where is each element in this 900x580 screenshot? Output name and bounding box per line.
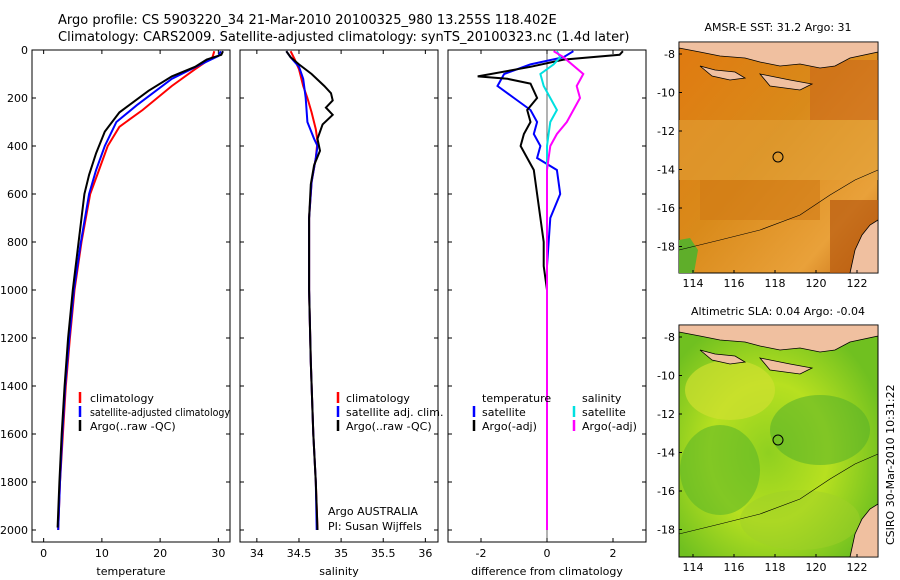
csiro-credit: CSIRO 30-Mar-2010 10:31:22 bbox=[884, 384, 897, 545]
sla-ytick-label: -8 bbox=[664, 331, 675, 344]
sla-map-title: Altimetric SLA: 0.04 Argo: -0.04 bbox=[691, 305, 865, 318]
sla-ytick-label: -12 bbox=[657, 408, 675, 421]
sla-australia bbox=[849, 503, 879, 558]
sal-legend-satellite: satellite adj. clim. bbox=[346, 406, 443, 419]
sal-legend-climatology: climatology bbox=[346, 392, 410, 405]
salinity-legend: climatology satellite adj. clim. Argo(..… bbox=[328, 392, 443, 533]
argo-australia-note: Argo AUSTRALIA bbox=[328, 505, 418, 518]
sal-series-argo-raw-qc- bbox=[285, 50, 335, 531]
diff-xtick-label: 0 bbox=[544, 547, 551, 560]
temp-xtick-label: 10 bbox=[95, 547, 109, 560]
sla-ytick-label: -16 bbox=[657, 485, 675, 498]
sla-shelf-contour bbox=[678, 453, 879, 535]
temperature-xlabel: temperature bbox=[96, 565, 165, 578]
temperature-plot: 0 10 20 30 0 200 400 600 800 1000 1200 1400 1600 1800… bbox=[0, 44, 230, 560]
diff-legend-temp-argo: Argo(-adj) bbox=[482, 420, 537, 433]
temp-legend-argo: Argo(..raw -QC) bbox=[90, 420, 176, 433]
sst-xtick-label: 122 bbox=[847, 277, 868, 290]
sst-xtick-label: 116 bbox=[724, 277, 745, 290]
depth-tick-label: 1800 bbox=[0, 476, 28, 489]
sal-xtick-label: 34.5 bbox=[287, 547, 312, 560]
diff-legend-temperature-header: temperature bbox=[482, 392, 551, 405]
temp-legend-satellite: satellite-adjusted climatology bbox=[90, 406, 230, 419]
sla-coastline-north bbox=[678, 324, 879, 375]
sla-xtick-label: 116 bbox=[724, 561, 745, 574]
sst-ytick-label: -14 bbox=[657, 164, 675, 177]
depth-tick-label: 0 bbox=[21, 44, 28, 57]
depth-tick-label: 2000 bbox=[0, 524, 28, 537]
depth-tick-label: 800 bbox=[7, 236, 28, 249]
sst-xtick-label: 114 bbox=[683, 277, 704, 290]
difference-xlabel: difference from climatology bbox=[471, 565, 623, 578]
depth-tick-label: 1600 bbox=[0, 428, 28, 441]
sla-ytick-label: -10 bbox=[657, 370, 675, 383]
pi-note: PI: Susan Wijffels bbox=[328, 520, 422, 533]
sal-xtick-label: 35.5 bbox=[371, 547, 396, 560]
sla-ytick-label: -18 bbox=[657, 524, 675, 537]
depth-tick-label: 400 bbox=[7, 140, 28, 153]
sla-xtick-label: 114 bbox=[683, 561, 704, 574]
diff-legend-sal-argo: Argo(-adj) bbox=[582, 420, 637, 433]
salinity-plot-frame bbox=[239, 49, 439, 543]
temp-xtick-label: 20 bbox=[153, 547, 167, 560]
salinity-plot: 34 34.5 35 35.5 36 bbox=[240, 49, 438, 560]
temp-legend-climatology: climatology bbox=[90, 392, 154, 405]
diff-series-salinity-argo-adj- bbox=[546, 50, 585, 530]
sla-map: Altimetric SLA: 0.04 Argo: -0.04 114 116 1… bbox=[657, 305, 879, 574]
sal-xtick-label: 35 bbox=[334, 547, 348, 560]
sst-xtick-label: 118 bbox=[765, 277, 786, 290]
salinity-xlabel: salinity bbox=[319, 565, 359, 578]
sla-xtick-label: 118 bbox=[765, 561, 786, 574]
depth-tick-label: 1400 bbox=[0, 380, 28, 393]
sla-xtick-label: 122 bbox=[847, 561, 868, 574]
sst-xtick-label: 120 bbox=[806, 277, 827, 290]
sst-shelf-contour bbox=[678, 169, 879, 251]
temperature-plot-frame bbox=[31, 49, 231, 543]
figure-header: Argo profile: CS 5903220_34 21-Mar-2010 … bbox=[58, 12, 630, 46]
sst-ytick-label: -16 bbox=[657, 202, 675, 215]
depth-tick-label: 1200 bbox=[0, 332, 28, 345]
temperature-legend: climatology satellite-adjusted climatolo… bbox=[78, 392, 230, 433]
diff-legend-sal-satellite: satellite bbox=[582, 406, 626, 419]
temp-xtick-label: 30 bbox=[211, 547, 225, 560]
diff-legend-salinity-header: salinity bbox=[582, 392, 622, 405]
sst-map: AMSR-E SST: 31.2 Argo: 31 114 116 118 120 12… bbox=[657, 21, 879, 290]
sal-legend-argo: Argo(..raw -QC) bbox=[346, 420, 432, 433]
temp-xtick-label: 0 bbox=[40, 547, 47, 560]
sst-ytick-label: -8 bbox=[664, 48, 675, 61]
sst-australia bbox=[849, 219, 879, 274]
sla-ytick-label: -14 bbox=[657, 447, 675, 460]
depth-tick-label: 200 bbox=[7, 92, 28, 105]
sst-ytick-label: -10 bbox=[657, 87, 675, 100]
sst-argo-marker bbox=[772, 151, 784, 163]
profile-title: Argo profile: CS 5903220_34 21-Mar-2010 … bbox=[58, 13, 557, 28]
difference-plot: -2 0 2 bbox=[448, 49, 646, 560]
diff-xtick-label: 2 bbox=[610, 547, 617, 560]
sal-xtick-label: 36 bbox=[418, 547, 432, 560]
sst-ytick-label: -12 bbox=[657, 125, 675, 138]
sst-map-title: AMSR-E SST: 31.2 Argo: 31 bbox=[704, 21, 851, 34]
sla-argo-marker bbox=[772, 434, 784, 446]
difference-legend: temperature satellite Argo(-adj) salinit… bbox=[472, 392, 637, 433]
temp-series-argo-raw-qc- bbox=[56, 50, 224, 528]
sla-xtick-label: 120 bbox=[806, 561, 827, 574]
sst-ytick-label: -18 bbox=[657, 241, 675, 254]
depth-tick-label: 600 bbox=[7, 188, 28, 201]
diff-series-temperature-argo-adj- bbox=[477, 50, 624, 530]
depth-tick-label: 1000 bbox=[0, 284, 28, 297]
sst-coastline-north bbox=[678, 41, 879, 91]
sal-xtick-label: 34 bbox=[250, 547, 264, 560]
climatology-title: Climatology: CARS2009. Satellite-adjuste… bbox=[58, 30, 630, 45]
diff-xtick-label: -2 bbox=[476, 547, 487, 560]
diff-legend-temp-satellite: satellite bbox=[482, 406, 526, 419]
